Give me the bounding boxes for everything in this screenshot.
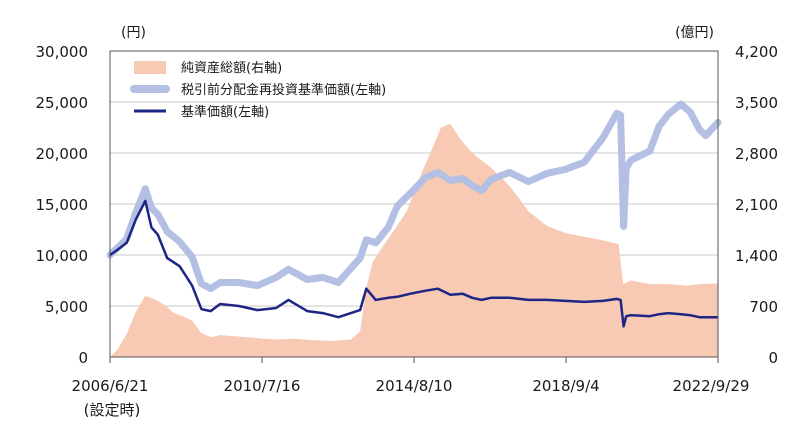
x-tick-labels: 2006/6/21 2010/7/16 2014/8/10 2018/9/4 2… [72,377,750,419]
legend: 純資産総額(右軸) 税引前分配金再投資基準価額(左軸) 基準価額(左軸) [130,60,386,120]
series-nav-line [109,199,718,328]
left-tick-label: 0 [78,349,88,367]
right-tick-label: 4,200 [735,43,778,61]
left-tick-label: 10,000 [36,247,89,265]
right-axis-unit: (億円) [675,25,714,41]
left-y-tick-labels: 30,000 25,000 20,000 15,000 10,000 5,000… [36,43,89,367]
right-y-tick-labels: 4,200 3,500 2,800 2,100 1,400 700 0 [735,43,778,367]
x-tick-label: 2018/9/4 [532,377,599,395]
x-tick-label: 2014/8/10 [376,377,453,395]
right-tick-label: 2,800 [735,145,778,163]
right-tick-label: 2,100 [735,196,778,214]
legend-label-net-assets: 純資産総額(右軸) [181,60,282,76]
series-net-assets-area [110,123,718,358]
x-tick-label: 2010/7/16 [224,377,301,395]
legend-swatch-net-assets [134,61,166,74]
legend-label-reinvested-nav: 税引前分配金再投資基準価額(左軸) [181,82,386,98]
legend-label-nav: 基準価額(左軸) [181,104,269,120]
left-tick-label: 20,000 [36,145,89,163]
x-tick-label: 2022/9/29 [673,377,750,395]
series-reinvested-nav-line [106,100,722,293]
left-tick-label: 25,000 [36,94,89,112]
x-tick-marks [109,357,719,363]
left-tick-label: 30,000 [36,43,89,61]
left-axis-unit: (円) [121,25,146,41]
x-tick-label: 2006/6/21 [72,377,149,395]
right-tick-label: 1,400 [735,247,778,265]
x-start-note: (設定時) [84,401,141,419]
right-tick-label: 3,500 [735,94,778,112]
right-tick-label: 0 [768,349,778,367]
left-tick-label: 5,000 [45,298,88,316]
left-tick-label: 15,000 [36,196,89,214]
right-tick-label: 700 [749,298,778,316]
